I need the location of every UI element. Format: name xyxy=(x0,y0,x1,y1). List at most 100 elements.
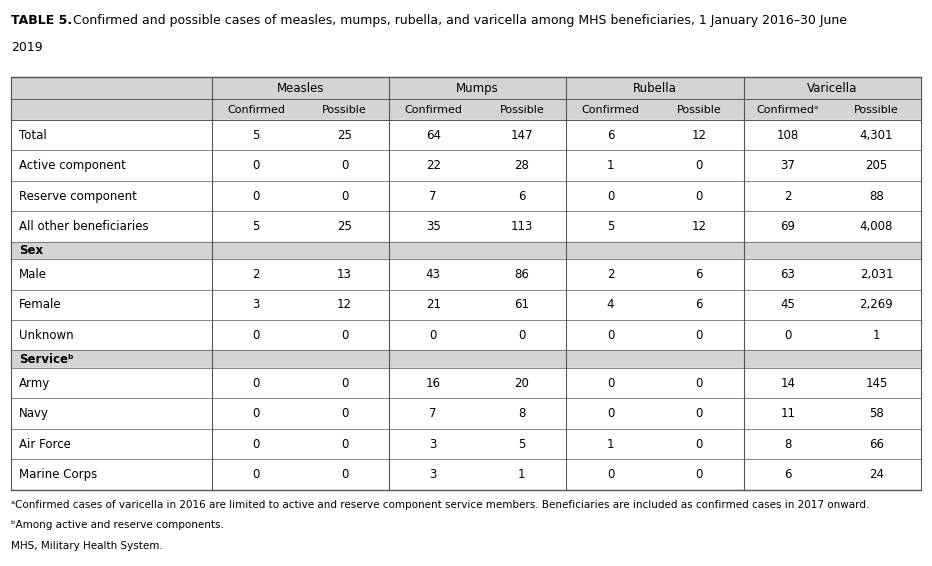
Text: 5: 5 xyxy=(607,220,614,233)
Text: 0: 0 xyxy=(607,329,614,342)
Text: 88: 88 xyxy=(870,190,884,203)
Text: 0: 0 xyxy=(253,159,260,172)
Bar xyxy=(11,77,921,99)
Text: 0: 0 xyxy=(341,159,349,172)
Text: Active component: Active component xyxy=(19,159,126,172)
Text: Rubella: Rubella xyxy=(633,82,677,95)
Text: Confirmed: Confirmed xyxy=(226,105,285,114)
Text: Male: Male xyxy=(19,268,47,281)
Text: Possible: Possible xyxy=(500,105,544,114)
Text: Army: Army xyxy=(19,377,50,390)
Text: 25: 25 xyxy=(337,220,352,233)
Text: 0: 0 xyxy=(695,190,703,203)
Text: 145: 145 xyxy=(865,377,887,390)
Text: 45: 45 xyxy=(780,298,795,311)
Text: 13: 13 xyxy=(337,268,352,281)
Text: 12: 12 xyxy=(692,220,706,233)
Text: 4,301: 4,301 xyxy=(859,128,893,142)
Text: 0: 0 xyxy=(518,329,526,342)
Text: 2: 2 xyxy=(607,268,614,281)
Text: 2: 2 xyxy=(253,268,260,281)
Bar xyxy=(11,398,921,429)
Bar xyxy=(11,350,921,368)
Text: Unknown: Unknown xyxy=(19,329,74,342)
Text: 0: 0 xyxy=(341,407,349,420)
Text: 2,031: 2,031 xyxy=(859,268,893,281)
Text: 0: 0 xyxy=(253,377,260,390)
Text: 2: 2 xyxy=(784,190,791,203)
Text: 8: 8 xyxy=(784,438,791,451)
Text: 61: 61 xyxy=(514,298,529,311)
Text: TABLE 5.: TABLE 5. xyxy=(11,14,73,27)
Text: 21: 21 xyxy=(426,298,441,311)
Bar xyxy=(11,151,921,181)
Text: 28: 28 xyxy=(514,159,529,172)
Text: Navy: Navy xyxy=(19,407,48,420)
Text: 7: 7 xyxy=(430,407,437,420)
Text: 108: 108 xyxy=(776,128,799,142)
Text: 0: 0 xyxy=(430,329,437,342)
Text: 1: 1 xyxy=(518,468,526,481)
Text: Total: Total xyxy=(19,128,47,142)
Text: 0: 0 xyxy=(253,329,260,342)
Text: 58: 58 xyxy=(870,407,884,420)
Text: Confirmed and possible cases of measles, mumps, rubella, and varicella among MHS: Confirmed and possible cases of measles,… xyxy=(69,14,847,27)
Text: 0: 0 xyxy=(607,190,614,203)
Text: 2,269: 2,269 xyxy=(859,298,894,311)
Text: 7: 7 xyxy=(430,190,437,203)
Text: Confirmed: Confirmed xyxy=(582,105,639,114)
Text: 0: 0 xyxy=(607,377,614,390)
Text: 0: 0 xyxy=(695,468,703,481)
Text: 5: 5 xyxy=(253,128,260,142)
Text: ᵇAmong active and reserve components.: ᵇAmong active and reserve components. xyxy=(11,520,224,530)
Text: 6: 6 xyxy=(607,128,614,142)
Text: 0: 0 xyxy=(253,407,260,420)
Text: 6: 6 xyxy=(695,268,703,281)
Text: 24: 24 xyxy=(869,468,884,481)
Text: 0: 0 xyxy=(784,329,791,342)
Text: 37: 37 xyxy=(780,159,795,172)
Text: 4,008: 4,008 xyxy=(860,220,893,233)
Text: 0: 0 xyxy=(607,468,614,481)
Bar xyxy=(11,429,921,459)
Text: ᵃConfirmed cases of varicella in 2016 are limited to active and reserve componen: ᵃConfirmed cases of varicella in 2016 ar… xyxy=(11,500,870,510)
Text: 22: 22 xyxy=(426,159,441,172)
Text: Marine Corps: Marine Corps xyxy=(19,468,97,481)
Bar xyxy=(11,120,921,151)
Text: 63: 63 xyxy=(780,268,795,281)
Text: 0: 0 xyxy=(341,468,349,481)
Text: Possible: Possible xyxy=(854,105,898,114)
Bar xyxy=(11,242,921,259)
Text: 3: 3 xyxy=(430,468,437,481)
Text: 6: 6 xyxy=(784,468,791,481)
Text: 147: 147 xyxy=(511,128,533,142)
Text: 86: 86 xyxy=(514,268,529,281)
Text: 66: 66 xyxy=(869,438,884,451)
Text: 5: 5 xyxy=(253,220,260,233)
Bar xyxy=(11,290,921,320)
Bar xyxy=(11,211,921,242)
Text: 205: 205 xyxy=(866,159,887,172)
Text: 0: 0 xyxy=(607,407,614,420)
Text: 69: 69 xyxy=(780,220,795,233)
Text: 0: 0 xyxy=(341,190,349,203)
Bar xyxy=(11,368,921,398)
Text: 1: 1 xyxy=(872,329,880,342)
Text: 6: 6 xyxy=(518,190,526,203)
Text: 0: 0 xyxy=(695,407,703,420)
Text: 5: 5 xyxy=(518,438,526,451)
Text: Confirmedᵃ: Confirmedᵃ xyxy=(757,105,819,114)
Text: 0: 0 xyxy=(341,438,349,451)
Text: 1: 1 xyxy=(607,438,614,451)
Text: 0: 0 xyxy=(695,329,703,342)
Text: 43: 43 xyxy=(426,268,441,281)
Text: Possible: Possible xyxy=(322,105,367,114)
Text: Reserve component: Reserve component xyxy=(19,190,136,203)
Text: Female: Female xyxy=(19,298,62,311)
Bar xyxy=(11,259,921,290)
Bar xyxy=(11,99,921,120)
Text: 0: 0 xyxy=(253,438,260,451)
Text: Mumps: Mumps xyxy=(456,82,499,95)
Text: 0: 0 xyxy=(253,468,260,481)
Text: Confirmed: Confirmed xyxy=(404,105,462,114)
